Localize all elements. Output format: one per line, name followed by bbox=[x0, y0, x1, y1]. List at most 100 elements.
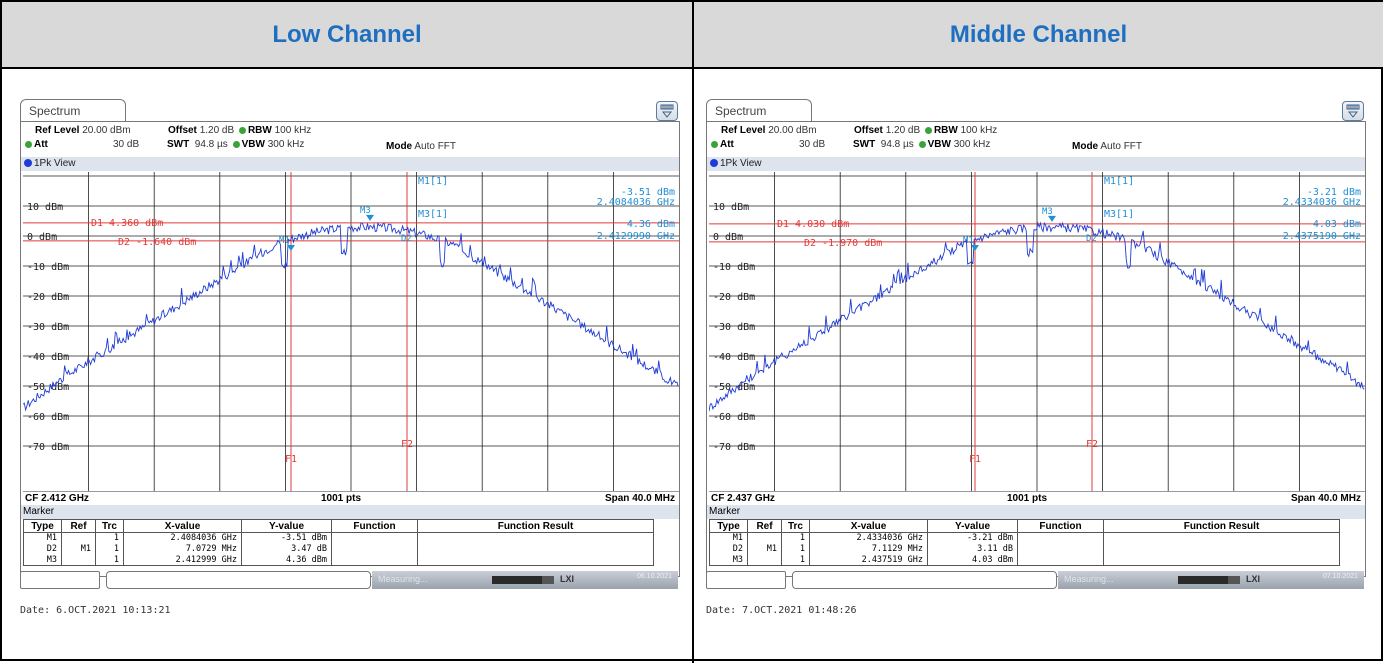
marker-cell: 3.47 dB bbox=[241, 543, 332, 555]
marker-cell bbox=[331, 554, 418, 566]
marker-row: D2 M1 1 7.0729 MHz 3.47 dB bbox=[23, 543, 654, 555]
offset-setting: Offset 1.20 dB RBW 100 kHz bbox=[168, 125, 312, 136]
y-axis-label: -70 dBm bbox=[713, 442, 755, 453]
marker-cell: 1 bbox=[781, 532, 810, 544]
marker-col-header: Type bbox=[23, 519, 62, 533]
spectrum-screenshot: Spectrum Ref Level 20.00 dBm Offset 1.20… bbox=[20, 99, 680, 599]
marker-col-header: Function bbox=[331, 519, 418, 533]
status-input-left[interactable] bbox=[706, 571, 786, 589]
marker-table: Type Ref Trc X-value Y-value Function Function… bbox=[709, 519, 1340, 566]
status-bar: Measuring... LXI 07.10.2021 bbox=[706, 569, 1366, 591]
status-input-message[interactable] bbox=[106, 571, 371, 589]
spectrum-svg: 10 dBm 0 dBm -10 dBm -20 dBm -30 dBm -40 dBm -… bbox=[708, 172, 1365, 491]
marker-row: M3 1 2.412999 GHz 4.36 dBm bbox=[23, 554, 654, 566]
display-line-label: D2 -1.970 dBm bbox=[804, 238, 882, 249]
points-count: 1001 pts bbox=[321, 493, 362, 504]
measurement-status: Measuring... LXI 06.10.2021 bbox=[372, 571, 678, 589]
marker-label: M3 bbox=[1042, 207, 1053, 217]
marker-cell: 1 bbox=[781, 554, 810, 566]
marker-cell bbox=[417, 554, 654, 566]
spectrum-tab[interactable]: Spectrum bbox=[20, 99, 126, 122]
column-title: Middle Channel bbox=[949, 20, 1128, 48]
swt-setting: SWT 94.8 µs VBW 300 kHz bbox=[167, 139, 305, 150]
analyzer-frame: Ref Level 20.00 dBm Offset 1.20 dB RBW 1… bbox=[20, 121, 680, 577]
ref-level-setting: Ref Level 20.00 dBm bbox=[35, 125, 131, 136]
marker-cell: D2 bbox=[23, 543, 62, 555]
y-axis-label: -70 dBm bbox=[27, 442, 69, 453]
y-axis-label: -10 dBm bbox=[27, 262, 69, 273]
marker-readout-value: -3.51 dBm bbox=[621, 187, 675, 198]
y-axis-label: -40 dBm bbox=[27, 352, 69, 363]
att-setting: Att bbox=[23, 139, 48, 150]
marker-cell: 1 bbox=[95, 554, 124, 566]
analyzer-frame: Ref Level 20.00 dBm Offset 1.20 dB RBW 1… bbox=[706, 121, 1366, 577]
y-axis-label: -50 dBm bbox=[27, 382, 69, 393]
status-input-left[interactable] bbox=[20, 571, 100, 589]
menu-dropdown-icon[interactable] bbox=[656, 101, 678, 121]
marker-row: M3 1 2.437519 GHz 4.03 dBm bbox=[709, 554, 1340, 566]
status-dot bbox=[25, 140, 32, 148]
column-header-middle: Middle Channel bbox=[694, 2, 1383, 69]
view-bar: 1Pk View bbox=[707, 157, 1365, 171]
tab-label: Spectrum bbox=[29, 104, 81, 118]
marker-readout-value: 2.4334036 GHz bbox=[1283, 197, 1361, 208]
y-axis-label: -30 dBm bbox=[713, 322, 755, 333]
spectrum-plot: 10 dBm 0 dBm -10 dBm -20 dBm -30 dBm -40 dBm -… bbox=[22, 172, 679, 491]
y-axis-label: 10 dBm bbox=[713, 202, 749, 213]
marker-cell bbox=[1103, 554, 1340, 566]
marker-cell: 7.1129 MHz bbox=[809, 543, 928, 555]
status-input-message[interactable] bbox=[792, 571, 1057, 589]
marker-col-header: Type bbox=[709, 519, 748, 533]
marker-m3 bbox=[366, 214, 374, 221]
center-frequency: CF 2.437 GHz bbox=[711, 493, 775, 504]
marker-cell: -3.21 dBm bbox=[927, 532, 1018, 544]
y-axis-label: -50 dBm bbox=[713, 382, 755, 393]
marker-title: Marker bbox=[707, 505, 1365, 519]
spectrum-plot: 10 dBm 0 dBm -10 dBm -20 dBm -30 dBm -40 dBm -… bbox=[708, 172, 1365, 491]
marker-cell bbox=[747, 554, 782, 566]
offset-setting: Offset 1.20 dB RBW 100 kHz bbox=[854, 125, 998, 136]
spectrum-tab[interactable]: Spectrum bbox=[706, 99, 812, 122]
marker-cell: 7.0729 MHz bbox=[123, 543, 242, 555]
plot-footer: CF 2.412 GHz 1001 pts Span 40.0 MHz bbox=[23, 491, 679, 505]
marker-cell: M3 bbox=[709, 554, 748, 566]
menu-dropdown-icon[interactable] bbox=[1342, 101, 1364, 121]
marker-m1 bbox=[971, 245, 979, 251]
marker-readout-value: -3.21 dBm bbox=[1307, 187, 1361, 198]
marker-readout-value: 2.4129990 GHz bbox=[597, 231, 675, 242]
marker-label: M1 bbox=[963, 236, 974, 246]
marker-label: M1 bbox=[279, 236, 290, 246]
y-axis-label: -20 dBm bbox=[27, 292, 69, 303]
marker-cell: 4.36 dBm bbox=[241, 554, 332, 566]
marker-label: M3 bbox=[360, 206, 371, 216]
mode-setting: Mode Auto FFT bbox=[386, 141, 457, 152]
status-dot bbox=[238, 126, 246, 134]
marker-readout-value: 4.36 dBm bbox=[627, 219, 675, 230]
marker-cell: 2.4334036 GHz bbox=[809, 532, 928, 544]
marker-col-header: Y-value bbox=[241, 519, 332, 533]
marker-col-header: Ref bbox=[747, 519, 782, 533]
frequency-line-label: F2 bbox=[1086, 439, 1098, 450]
points-count: 1001 pts bbox=[1007, 493, 1048, 504]
marker-readout-value: 2.4375190 GHz bbox=[1283, 231, 1361, 242]
y-axis-label: -10 dBm bbox=[713, 262, 755, 273]
marker-cell: 2.412999 GHz bbox=[123, 554, 242, 566]
marker-cell bbox=[61, 554, 96, 566]
marker-cell: 1 bbox=[781, 543, 810, 555]
view-label: 1Pk View bbox=[34, 158, 76, 169]
marker-cell bbox=[1103, 532, 1340, 544]
marker-cell: M3 bbox=[23, 554, 62, 566]
trace-indicator-icon bbox=[24, 159, 32, 168]
marker-cell: 4.03 dBm bbox=[927, 554, 1018, 566]
status-bar: Measuring... LXI 06.10.2021 bbox=[20, 569, 680, 591]
spectrum-svg: 10 dBm 0 dBm -10 dBm -20 dBm -30 dBm -40 dBm -… bbox=[22, 172, 679, 491]
lxi-icon: LXI bbox=[1246, 574, 1261, 584]
marker-row: M1 1 2.4334036 GHz -3.21 dBm bbox=[709, 532, 1340, 544]
marker-col-header: Trc bbox=[95, 519, 124, 533]
measuring-label: Measuring... bbox=[378, 574, 428, 584]
display-line-label: D1 4.360 dBm bbox=[91, 218, 163, 229]
marker-col-header: X-value bbox=[123, 519, 242, 533]
marker-cell bbox=[331, 543, 418, 555]
column-header-low: Low Channel bbox=[2, 2, 692, 69]
marker-title: Marker bbox=[21, 505, 679, 519]
